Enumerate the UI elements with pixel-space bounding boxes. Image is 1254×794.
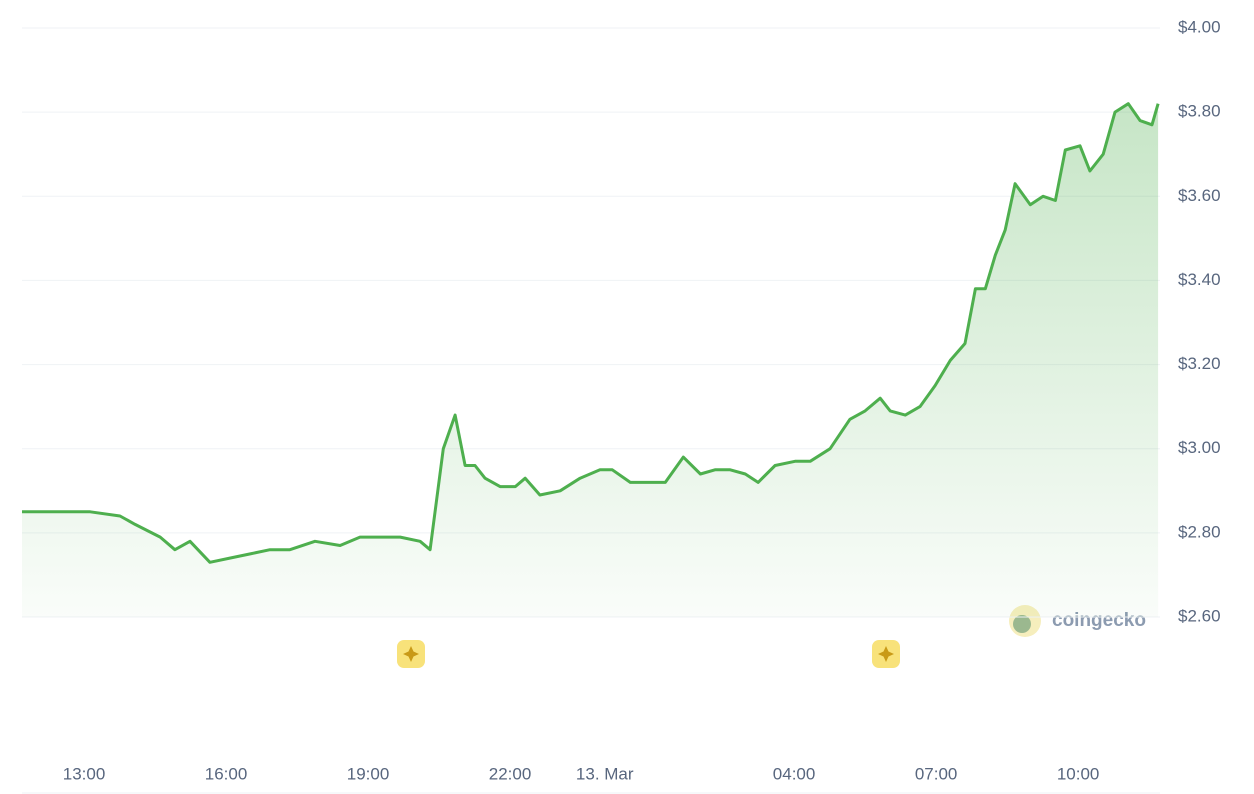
x-tick-label: 07:00 bbox=[915, 764, 958, 783]
event-icon bbox=[397, 640, 425, 668]
y-tick-label: $3.80 bbox=[1178, 102, 1221, 121]
y-tick-label: $3.20 bbox=[1178, 354, 1221, 373]
y-tick-label: $3.60 bbox=[1178, 186, 1221, 205]
event-icon bbox=[872, 640, 900, 668]
x-tick-label: 10:00 bbox=[1057, 764, 1100, 783]
y-tick-label: $2.80 bbox=[1178, 522, 1221, 541]
x-tick-label: 04:00 bbox=[773, 764, 816, 783]
x-tick-label: 13:00 bbox=[63, 764, 106, 783]
x-tick-label: 13. Mar bbox=[576, 764, 634, 783]
y-tick-label: $3.40 bbox=[1178, 270, 1221, 289]
y-tick-label: $4.00 bbox=[1178, 17, 1221, 36]
y-tick-label: $2.60 bbox=[1178, 606, 1221, 625]
x-tick-label: 19:00 bbox=[347, 764, 390, 783]
area-fill bbox=[22, 103, 1159, 617]
price-line bbox=[22, 102, 1160, 564]
x-tick-label: 22:00 bbox=[489, 764, 532, 783]
x-tick-label: 16:00 bbox=[205, 764, 248, 783]
y-tick-label: $3.00 bbox=[1178, 438, 1221, 457]
